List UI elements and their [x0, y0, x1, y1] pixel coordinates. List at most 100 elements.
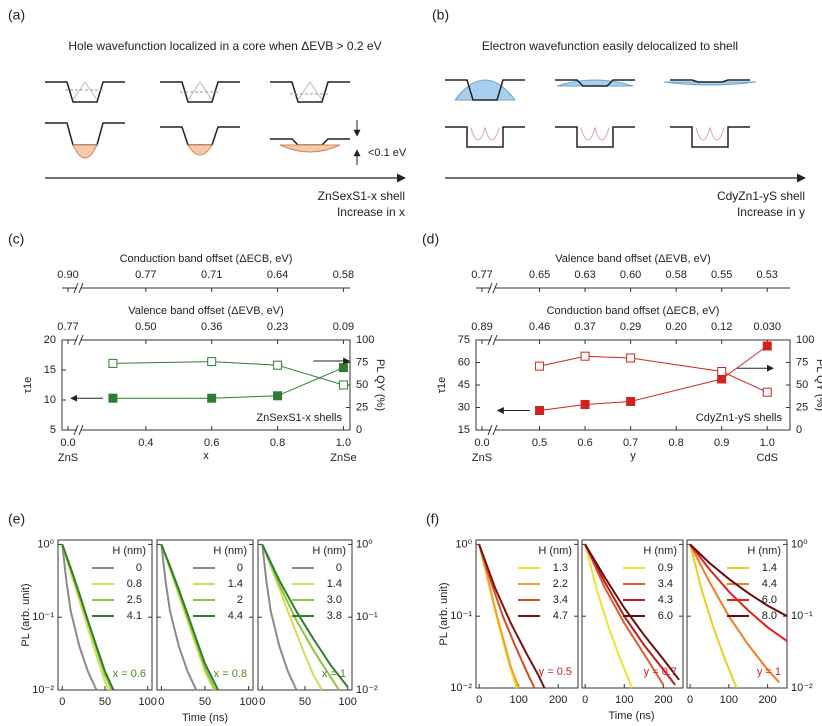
top-tick-label: 0.55: [711, 269, 732, 281]
axis-break: [487, 282, 493, 294]
plot-frame: [475, 539, 579, 689]
legend-label: 3.4: [553, 594, 568, 606]
band-well: [555, 126, 635, 148]
panel-label: (d): [422, 231, 439, 247]
y2-tick-label: 25: [796, 401, 808, 413]
panel-label: (e): [8, 511, 25, 527]
legend-title: H (nm): [213, 545, 247, 557]
series-line: [539, 345, 768, 411]
x-end-label: CdS: [757, 452, 778, 464]
legend-title: H (nm): [312, 545, 346, 557]
top-tick-label: 0.09: [333, 321, 354, 333]
legend-label: 2: [237, 594, 243, 606]
decay-curve: [584, 543, 680, 681]
decay-curve: [689, 543, 788, 618]
marker: [338, 363, 348, 373]
decay-curve: [689, 543, 780, 683]
y-tick-label: 5: [50, 424, 56, 436]
x-tick-label: 0: [687, 694, 693, 706]
axis-break-gap: [491, 283, 495, 293]
axis-break: [73, 424, 79, 436]
top-tick-label: 0.77: [471, 269, 492, 281]
marker: [108, 358, 118, 368]
band-well: [45, 81, 125, 103]
legend-label: 3.0: [327, 594, 342, 606]
top-tick-label: 0.71: [201, 269, 222, 281]
y-tick-label: 10: [44, 394, 56, 406]
marker: [717, 374, 727, 384]
x-end-label: ZnS: [472, 452, 492, 464]
legend-label: 1.4: [228, 578, 243, 590]
plot-frame: [686, 539, 788, 689]
top-tick-label: 0.58: [665, 269, 686, 281]
legend-label: 0: [136, 562, 142, 574]
x-tick-label: 100: [339, 696, 357, 708]
energy-note: <0.1 eV: [368, 147, 407, 159]
legend-label: 6.0: [658, 610, 673, 622]
decay-curve: [584, 543, 676, 686]
marker: [580, 351, 590, 361]
legend-label: 3.8: [327, 610, 342, 622]
x-tick-label: 0.6: [204, 437, 219, 449]
annotation: x = 0.6: [113, 668, 146, 680]
axis-break-gap: [77, 283, 81, 293]
top-tick-label: 0.20: [665, 321, 686, 333]
x-tick-label: 200: [758, 694, 776, 706]
panel-label: (c): [8, 231, 24, 247]
wavefunction: [453, 79, 517, 101]
wavefunction: [72, 144, 98, 159]
annotation: y = 0.5: [539, 666, 572, 678]
x-tick-label: 100: [239, 696, 257, 708]
axis-break: [73, 282, 79, 294]
legend-label: 2.2: [553, 578, 568, 590]
x-tick-label: 0: [158, 696, 164, 708]
axis-break-gap: [77, 335, 81, 345]
top-tick-label: 0.23: [267, 321, 288, 333]
decay-curve: [689, 544, 738, 689]
top-tick-label: 0.36: [201, 321, 222, 333]
y-tick-label: 60: [458, 356, 470, 368]
marker: [717, 367, 727, 376]
wavefunction: [297, 81, 323, 101]
decay-curve: [584, 543, 665, 686]
top-tick-label: 0.90: [57, 269, 78, 281]
x-tick-label: 0.9: [714, 437, 729, 449]
top-tick-label: 0.29: [620, 321, 641, 333]
y2-tick-label: 0: [796, 424, 802, 436]
axis-break: [73, 334, 79, 346]
top-tick-label: 0.37: [574, 321, 595, 333]
x-axis-label: y: [630, 450, 636, 462]
legend-label: 4.1: [127, 610, 142, 622]
y2-tick-label: 100: [796, 334, 814, 346]
x-tick-label: 100: [720, 694, 738, 706]
legend-label: 0: [237, 562, 243, 574]
x-tick-label: 0.0: [474, 437, 489, 449]
wavefunction: [72, 81, 98, 101]
y2-tick-label: 10⁻²: [791, 682, 813, 694]
decay-curve: [261, 543, 349, 688]
band-well: [160, 126, 240, 146]
decay-curve: [584, 544, 634, 689]
legend-title: H (nm): [747, 545, 781, 557]
band-well: [270, 81, 350, 103]
x-tick-label: 0: [259, 696, 265, 708]
decay-curve: [61, 544, 111, 691]
marker: [273, 391, 283, 401]
axis-break: [78, 282, 84, 294]
x-tick-label: 1.0: [336, 437, 351, 449]
x-axis-label: x: [203, 450, 209, 462]
x-tick-label: 50: [299, 696, 311, 708]
y-axis-label: PL (arb. unit): [438, 582, 450, 645]
x-tick-label: 0: [582, 694, 588, 706]
axis-break-gap: [491, 425, 495, 435]
series-line: [539, 355, 768, 393]
shell-label: CdyZn1-yS shell: [717, 189, 805, 203]
wavefunction: [663, 81, 757, 86]
band-well: [45, 122, 125, 146]
legend-label: 2.5: [127, 594, 142, 606]
marker: [207, 393, 217, 403]
panel-label: (a): [8, 7, 25, 23]
top-tick-label: 0.89: [471, 321, 492, 333]
top-tick-label: 0.53: [757, 269, 778, 281]
x-tick-label: 100: [139, 696, 157, 708]
